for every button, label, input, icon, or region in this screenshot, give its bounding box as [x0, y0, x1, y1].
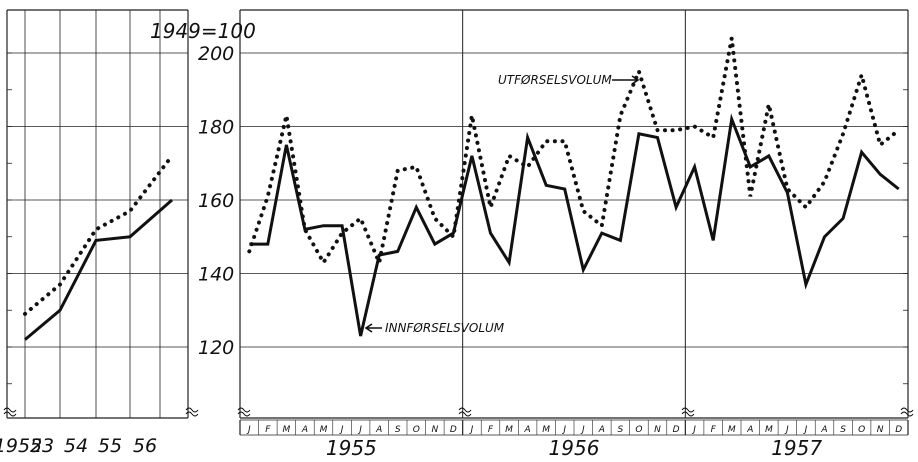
- month-tick-label: M: [283, 425, 291, 435]
- month-tick-label: D: [895, 425, 902, 435]
- series-layer: [23, 37, 901, 341]
- innforselsvolum-annotation: INNFØRSELSVOLUM: [385, 321, 505, 335]
- month-tick-label: M: [542, 425, 550, 435]
- year-tick-label: 1957: [771, 436, 822, 458]
- index-label: 1949=100: [150, 19, 256, 43]
- month-tick-label: J: [561, 425, 566, 435]
- axis-break-mark: [681, 407, 695, 417]
- month-tick-label: D: [673, 425, 680, 435]
- month-tick-label: S: [395, 425, 401, 435]
- innforselsvolum-line: [249, 113, 900, 337]
- month-tick-label: F: [265, 425, 271, 435]
- month-tick-label: D: [450, 425, 457, 435]
- year-tick-label: 1956: [549, 436, 600, 458]
- axis-break-mark: [185, 407, 199, 417]
- x-tick-label: 56: [133, 435, 157, 457]
- month-tick-label: O: [413, 425, 420, 435]
- month-tick-label: N: [654, 425, 661, 435]
- month-tick-label: O: [635, 425, 642, 435]
- month-tick-label: M: [320, 425, 328, 435]
- month-tick-label: A: [524, 425, 531, 435]
- month-tick-label: M: [765, 425, 773, 435]
- month-tick-label: A: [746, 425, 753, 435]
- axis-layer: [3, 52, 914, 436]
- innforsel-arrow: [364, 323, 382, 333]
- utforselsvolum-line: [247, 37, 901, 270]
- y-tick-label: 120: [198, 337, 234, 359]
- axis-break-mark: [900, 407, 914, 417]
- month-tick-label: F: [711, 425, 717, 435]
- utforsel-arrow: [612, 75, 640, 85]
- x-tick-label: 1952: [0, 435, 42, 457]
- month-tick-label: J: [469, 425, 474, 435]
- month-tick-label: N: [877, 425, 884, 435]
- label-layer: 1949=100 UTFØRSELSVOLUM INNFØRSELSVOLUM …: [0, 19, 902, 460]
- axis-break-mark: [3, 407, 17, 417]
- month-tick-label: A: [301, 425, 308, 435]
- month-tick-label: N: [431, 425, 438, 435]
- month-tick-label: F: [488, 425, 494, 435]
- x-tick-label: 53: [30, 435, 54, 457]
- axis-break-mark: [458, 407, 472, 417]
- y-tick-label: 160: [198, 190, 234, 212]
- month-tick-label: S: [840, 425, 846, 435]
- left-utforsel-line: [23, 153, 174, 316]
- month-tick-label: A: [375, 425, 382, 435]
- left-innforsel-line: [24, 198, 173, 341]
- x-tick-label: 55: [98, 435, 122, 457]
- month-tick-label: J: [246, 425, 251, 435]
- month-tick-label: J: [784, 425, 789, 435]
- month-tick-label: S: [618, 425, 624, 435]
- month-tick-label: M: [728, 425, 736, 435]
- x-tick-label: 54: [64, 435, 88, 457]
- axis-break-mark: [237, 407, 251, 417]
- month-tick-label: J: [357, 425, 362, 435]
- month-tick-label: J: [580, 425, 585, 435]
- month-tick-label: J: [691, 425, 696, 435]
- y-tick-label: 200: [198, 43, 234, 65]
- month-tick-label: O: [858, 425, 865, 435]
- month-tick-label: A: [598, 425, 605, 435]
- year-tick-label: 1955: [326, 436, 377, 458]
- month-tick-label: J: [803, 425, 808, 435]
- month-tick-label: M: [505, 425, 513, 435]
- y-tick-label: 180: [198, 117, 234, 139]
- month-tick-label: J: [339, 425, 344, 435]
- y-tick-label: 140: [198, 264, 234, 286]
- utforselsvolum-annotation: UTFØRSELSVOLUM: [498, 73, 612, 87]
- grid-layer: [6, 9, 909, 419]
- month-tick-label: A: [820, 425, 827, 435]
